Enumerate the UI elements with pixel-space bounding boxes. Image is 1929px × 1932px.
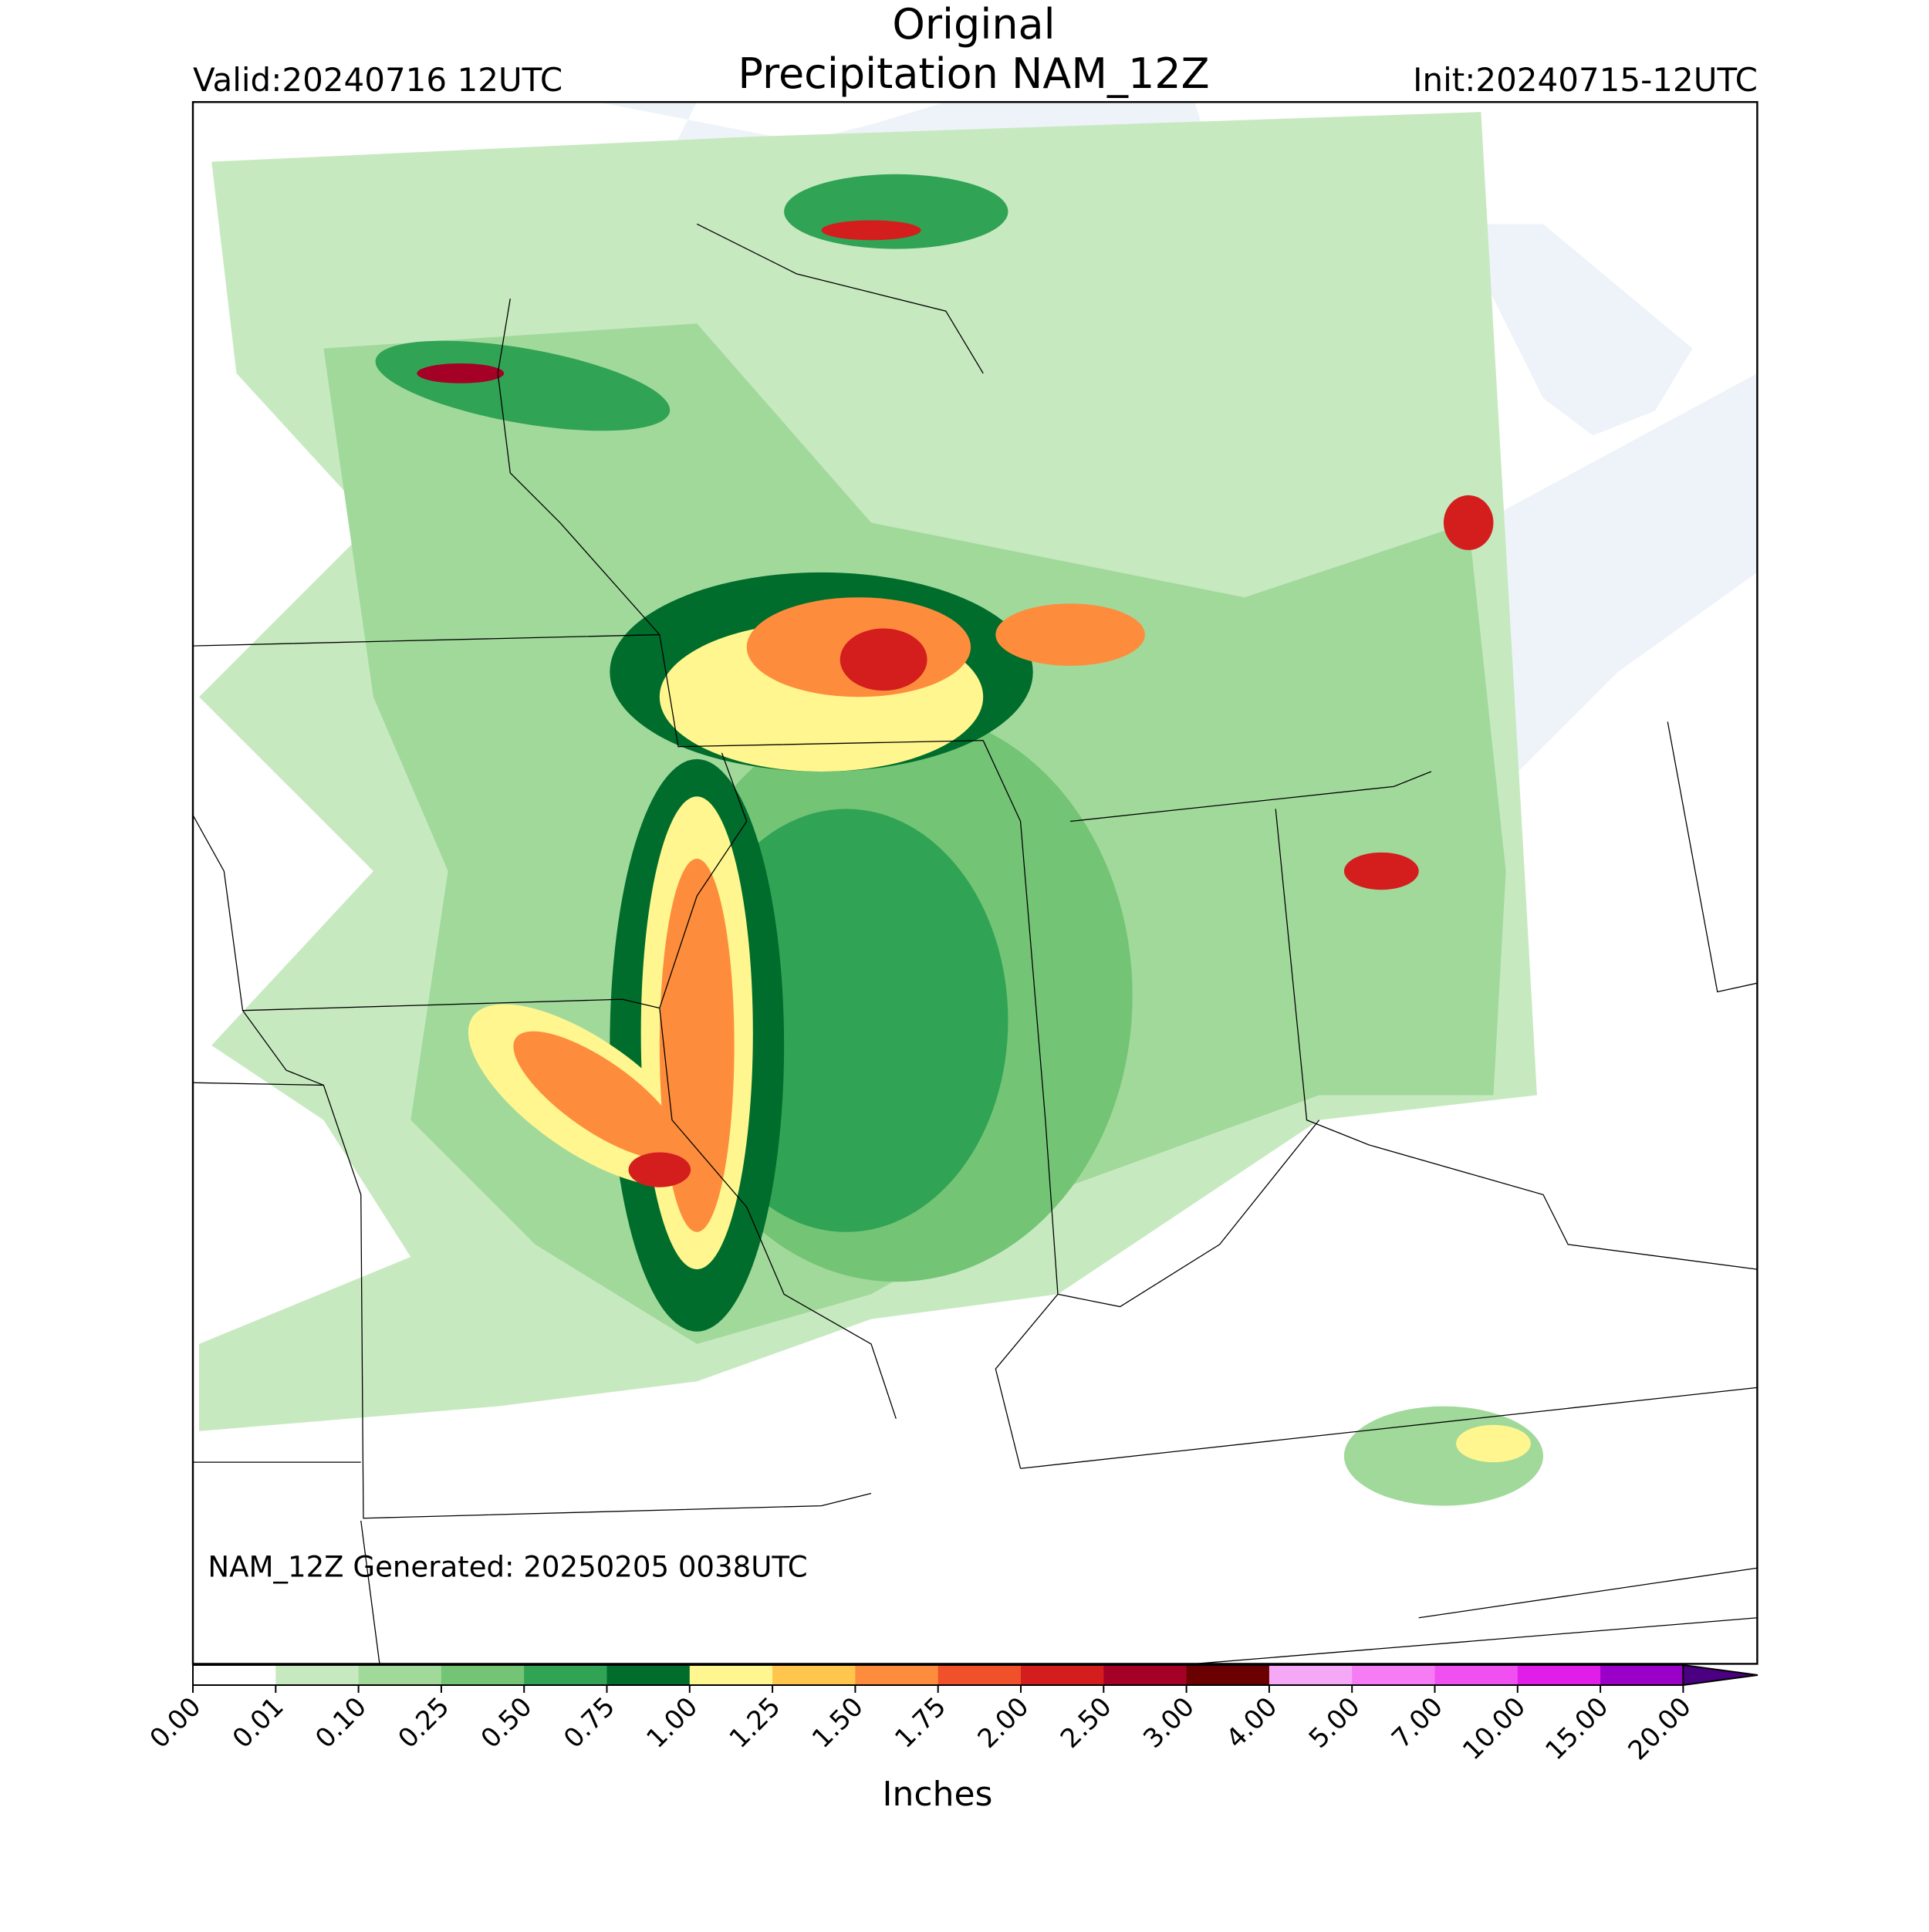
- colorbar-segment: [689, 1665, 773, 1685]
- precip-area: [995, 603, 1145, 666]
- colorbar-tick-label: 0.01: [227, 1691, 290, 1755]
- colorbar-segment: [606, 1665, 691, 1685]
- init-time: Init:20240715-12UTC: [1413, 61, 1758, 99]
- colorbar-segment: [937, 1665, 1022, 1685]
- subtitle: Precipitation NAM_12Z: [738, 49, 1209, 98]
- colorbar-tick-label: 5.00: [1303, 1691, 1367, 1755]
- colorbar-segment: [772, 1665, 856, 1685]
- precip-area: [1456, 1424, 1531, 1463]
- footnote: NAM_12Z Generated: 20250205 0038UTC: [208, 1551, 807, 1584]
- precip-area: [628, 1152, 691, 1187]
- colorbar-segment: [1186, 1665, 1270, 1685]
- colorbar-segment: [1600, 1665, 1684, 1685]
- colorbar-segment: [1517, 1665, 1601, 1685]
- precip-area: [1343, 852, 1419, 890]
- colorbar-tick-label: 3.00: [1137, 1691, 1201, 1755]
- colorbar: 0.00 0.01 0.10 0.25 0.50 0.75 1.00 1.25 1.50 1.75…: [144, 1663, 1758, 1766]
- boundaries: [192, 223, 1758, 1664]
- colorbar-segment: [193, 1665, 276, 1685]
- colorbar-tick-label: 20.00: [1623, 1691, 1698, 1766]
- colorbar-tick-label: 1.75: [889, 1691, 952, 1755]
- colorbar-segment: [358, 1665, 442, 1685]
- colorbar-tick-label: 10.00: [1457, 1691, 1532, 1766]
- precip-area: [417, 363, 505, 383]
- colorbar-tick-label: 2.00: [972, 1691, 1035, 1755]
- map-field: [192, 102, 1758, 1664]
- colorbar-tick-label: 1.25: [724, 1691, 787, 1755]
- colorbar-tick-label: 4.00: [1220, 1691, 1283, 1755]
- colorbar-tick-label: 15.00: [1539, 1691, 1614, 1766]
- colorbar-segment: [1269, 1665, 1353, 1685]
- colorbar-segment: [441, 1665, 525, 1685]
- colorbar-extend: [1682, 1663, 1758, 1687]
- colorbar-tick-label: 7.00: [1386, 1691, 1449, 1755]
- map-frame: [191, 101, 1758, 1665]
- precip-area: [840, 628, 927, 691]
- precip-area: [821, 220, 921, 241]
- colorbar-segment: [275, 1665, 360, 1685]
- colorbar-tick-label: 2.50: [1055, 1691, 1118, 1755]
- colorbar-tick-label: 0.10: [309, 1691, 373, 1755]
- colorbar-tick-label: 1.00: [640, 1691, 704, 1755]
- precip-area: [513, 1031, 682, 1160]
- valid-time: Valid:20240716 12UTC: [193, 61, 562, 99]
- colorbar-label: Inches: [883, 1775, 993, 1814]
- precip-area: [1443, 495, 1494, 550]
- colorbar-segment: [1021, 1665, 1104, 1685]
- colorbar-tick-label: 0.00: [144, 1691, 208, 1755]
- colorbar-tick-label: 1.50: [806, 1691, 870, 1755]
- colorbar-segment: [1352, 1665, 1435, 1685]
- title: Original: [892, 0, 1055, 49]
- map: NAM_12Z Generated: 20250205 0038UTC: [191, 101, 1758, 1665]
- precip-area: [375, 340, 671, 431]
- colorbar-tick-label: 0.25: [392, 1691, 455, 1755]
- colorbar-segment: [855, 1665, 939, 1685]
- colorbar-segment: [1434, 1665, 1519, 1685]
- colorbar-segment: [1103, 1665, 1187, 1685]
- colorbar-tick-label: 0.75: [558, 1691, 621, 1755]
- colorbar-tick-label: 0.50: [475, 1691, 539, 1755]
- colorbar-segment: [524, 1665, 607, 1685]
